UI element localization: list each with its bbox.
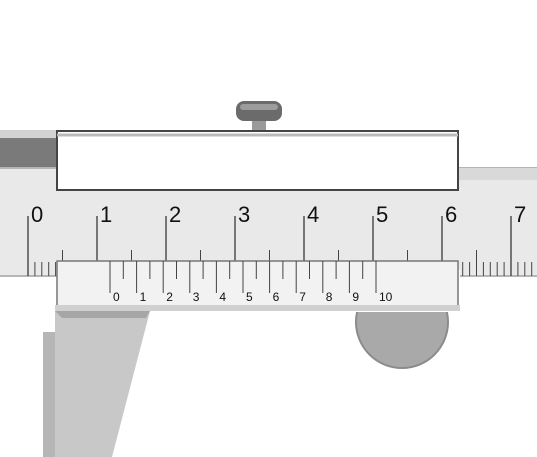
main-scale-label: 2 bbox=[169, 202, 181, 227]
vernier-slider[interactable] bbox=[55, 260, 460, 311]
vernier-plate-shadow bbox=[55, 305, 460, 311]
vernier-scale-label: 6 bbox=[273, 290, 280, 304]
main-scale-label: 0 bbox=[31, 202, 43, 227]
moving-jaw-bevel bbox=[55, 311, 150, 318]
vernier-scale-label: 3 bbox=[193, 290, 200, 304]
moving-jaw-blade bbox=[45, 311, 150, 457]
lock-screw-stem bbox=[252, 118, 266, 132]
moving-jaw-edge bbox=[43, 332, 55, 457]
slider-upper-plate[interactable] bbox=[56, 130, 459, 191]
fixed-jaw-dark-inset bbox=[0, 138, 58, 168]
vernier-scale-label: 5 bbox=[246, 290, 253, 304]
main-scale-label: 5 bbox=[376, 202, 388, 227]
main-scale-labels: 0 1 2 3 4 5 6 7 bbox=[31, 202, 526, 227]
vernier-scale-label: 7 bbox=[299, 290, 306, 304]
lock-screw-highlight bbox=[240, 104, 278, 110]
vernier-plate[interactable] bbox=[56, 260, 459, 308]
moving-jaw bbox=[43, 311, 150, 457]
vernier-scale-label: 2 bbox=[166, 290, 173, 304]
vernier-scale-label: 1 bbox=[140, 290, 147, 304]
vernier-scale-label: 8 bbox=[326, 290, 333, 304]
main-scale-label: 3 bbox=[238, 202, 250, 227]
main-scale-label: 6 bbox=[445, 202, 457, 227]
slider-upper[interactable] bbox=[56, 130, 459, 191]
vernier-scale-label: 9 bbox=[352, 290, 359, 304]
vernier-scale-label: 4 bbox=[219, 290, 226, 304]
main-beam-right-upper-strip bbox=[458, 168, 537, 180]
vernier-scale-ticks bbox=[109, 261, 377, 293]
vernier-scale-label: 10 bbox=[379, 290, 393, 304]
main-scale-label: 7 bbox=[514, 202, 526, 227]
lock-screw[interactable] bbox=[236, 101, 282, 132]
vernier-scale-label: 0 bbox=[113, 290, 120, 304]
main-scale-label: 1 bbox=[100, 202, 112, 227]
main-scale-label: 4 bbox=[307, 202, 319, 227]
vernier-scale-labels: 0 1 2 3 4 5 6 7 8 9 10 bbox=[113, 290, 393, 304]
